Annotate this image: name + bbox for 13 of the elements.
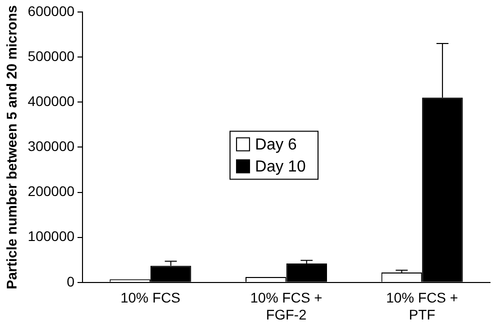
y-tick-label: 600000 [28, 2, 75, 19]
x-tick-label: 10% FCS [120, 290, 180, 306]
y-axis-title: Particle number between 5 and 20 microns [3, 5, 20, 290]
y-tick-label: 200000 [28, 183, 75, 200]
y-tick-label: 400000 [28, 92, 75, 109]
legend-label: Day 10 [255, 158, 306, 176]
x-tick-label: 10% FCS + PTF [386, 290, 458, 322]
x-tick-label: 10% FCS + FGF-2 [250, 290, 322, 322]
y-tick-label: 100000 [28, 228, 75, 244]
y-tick-label: 0 [66, 273, 75, 290]
y-tick-label: 500000 [28, 48, 75, 64]
legend-label: Day 6 [255, 136, 297, 154]
y-tick-label: 300000 [28, 138, 75, 154]
